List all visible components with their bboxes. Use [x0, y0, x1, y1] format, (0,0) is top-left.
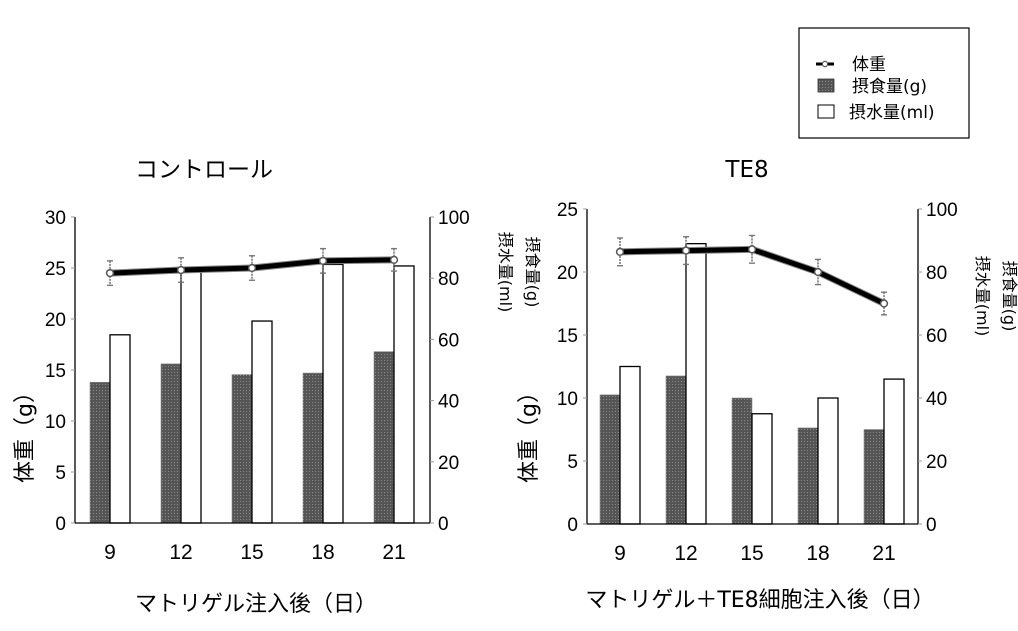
right-axis-label: 摂水量(ml) — [496, 232, 515, 313]
food-bar — [302, 372, 324, 524]
x-tick-label: 9 — [614, 542, 626, 565]
x-tick-label: 15 — [740, 542, 763, 565]
left-axis-label: 体重（g） — [13, 381, 38, 483]
x-tick-label: 21 — [382, 541, 405, 564]
left-tick-label: 15 — [557, 326, 578, 347]
water-bar — [251, 320, 273, 524]
food-bar — [160, 363, 182, 524]
right-tick-label: 80 — [926, 263, 947, 284]
left-axis-label: 体重（g） — [517, 381, 542, 483]
weight-point — [879, 299, 889, 308]
left-tick-label: 10 — [45, 412, 66, 433]
left-tick-label: 5 — [567, 452, 578, 473]
chart-title: TE8 — [724, 157, 768, 183]
weight-point — [747, 245, 757, 254]
legend-marker-icon — [821, 60, 829, 68]
water-bar — [619, 365, 641, 525]
right-axis-label: 摂食量(g) — [523, 237, 542, 308]
weight-point — [318, 256, 328, 266]
right-tick-label: 100 — [926, 200, 958, 221]
weight-point — [681, 246, 691, 255]
food-bar — [863, 429, 885, 525]
legend-white-swatch-icon — [817, 104, 835, 119]
x-axis-label: マトリゲル注入後（日） — [135, 592, 377, 617]
weight-point — [389, 255, 399, 264]
right-tick-label: 0 — [926, 515, 937, 536]
weight-point — [813, 267, 823, 277]
x-tick-label: 12 — [169, 541, 192, 564]
legend-gray-swatch-icon — [817, 78, 835, 93]
right-tick-label: 40 — [438, 392, 459, 413]
water-bar — [685, 242, 707, 525]
chart-title: コントロール — [135, 157, 273, 183]
x-tick-label: 18 — [311, 541, 334, 564]
water-bar — [817, 397, 839, 525]
food-bar — [373, 351, 395, 524]
right-tick-label: 60 — [926, 326, 947, 347]
x-tick-label: 12 — [674, 542, 697, 565]
water-bar — [751, 413, 773, 525]
legend-label: 体重 — [852, 55, 886, 75]
water-bar — [180, 271, 202, 524]
food-bar — [231, 374, 253, 524]
legend-item-body-weight: 体重 — [816, 55, 886, 75]
right-axis-label: 摂食量(g) — [1000, 261, 1018, 332]
left-tick-label: 20 — [557, 263, 578, 284]
weight-point — [105, 268, 115, 278]
right-tick-label: 60 — [438, 330, 459, 351]
water-bar — [322, 263, 344, 524]
right-tick-label: 80 — [438, 269, 459, 290]
left-tick-label: 25 — [45, 259, 66, 280]
x-tick-label: 21 — [872, 542, 895, 565]
right-tick-label: 20 — [438, 453, 459, 474]
left-tick-label: 15 — [45, 361, 66, 382]
weight-point — [176, 265, 186, 275]
water-bar — [109, 334, 131, 524]
x-axis-label: マトリゲル＋TE8細胞注入後（日） — [585, 588, 934, 613]
legend: 体重 摂食量(g) 摂水量(ml) — [798, 27, 970, 139]
left-tick-label: 10 — [557, 389, 578, 410]
food-bar — [599, 394, 621, 525]
legend-item-food: 摂食量(g) — [817, 77, 927, 97]
food-bar — [731, 397, 753, 525]
x-tick-label: 9 — [104, 541, 116, 564]
chart-te8: TE8 0 5 10 15 20 25 0 20 40 60 80 100 9 12 15 18 21 体重（g） 摂… — [517, 157, 1018, 613]
left-tick-label: 5 — [55, 463, 66, 484]
right-tick-label: 100 — [438, 208, 470, 229]
food-bar — [797, 427, 819, 525]
legend-item-water: 摂水量(ml) — [817, 103, 935, 123]
left-tick-label: 0 — [55, 514, 66, 535]
left-tick-label: 25 — [557, 200, 578, 221]
legend-label: 摂水量(ml) — [849, 103, 935, 123]
right-axis-label: 摂水量(ml) — [973, 256, 992, 337]
left-tick-label: 30 — [45, 208, 66, 229]
right-tick-label: 20 — [926, 452, 947, 473]
food-bar — [89, 381, 111, 524]
right-tick-label: 40 — [926, 389, 947, 410]
weight-point — [615, 247, 625, 256]
food-bar — [665, 375, 687, 525]
x-tick-label: 18 — [806, 542, 829, 565]
x-tick-label: 15 — [240, 541, 263, 564]
water-bar — [883, 378, 905, 525]
weight-point — [247, 263, 257, 273]
water-bar — [393, 265, 415, 524]
right-tick-label: 0 — [438, 514, 449, 535]
chart-control: コントロール 0 5 10 15 20 25 30 0 20 40 60 80 100 9 12 15 18 21 体… — [13, 157, 542, 617]
left-tick-label: 20 — [45, 310, 66, 331]
left-tick-label: 0 — [567, 515, 578, 536]
legend-label: 摂食量(g) — [852, 77, 927, 97]
